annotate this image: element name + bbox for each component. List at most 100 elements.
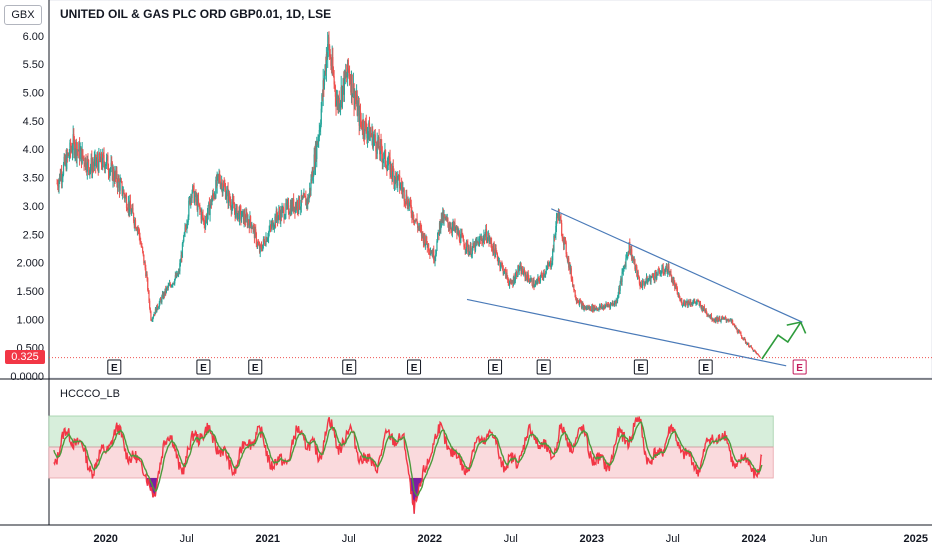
candle-body — [579, 300, 581, 302]
candle-body — [316, 141, 318, 160]
candle-body — [316, 141, 319, 145]
candle-body — [570, 268, 572, 279]
candle-body — [674, 283, 676, 289]
candle-body — [669, 272, 671, 276]
candle-body — [352, 94, 354, 97]
candle-body — [570, 268, 572, 272]
candle-body — [207, 205, 209, 215]
candle-body — [95, 154, 97, 166]
candle-body — [436, 241, 438, 251]
candle-body — [647, 279, 650, 281]
candle-body — [400, 184, 402, 188]
candle-body — [582, 303, 584, 305]
candle-body — [332, 56, 334, 73]
candle-body — [249, 216, 251, 229]
candle-body — [467, 249, 470, 252]
candle-body — [86, 168, 88, 172]
candle-body — [265, 237, 267, 246]
candle-body — [301, 195, 303, 200]
candle-body — [489, 238, 491, 241]
earnings-marker-label: E — [638, 363, 645, 374]
candle-body — [701, 305, 703, 310]
candle-body — [280, 209, 282, 222]
candle-body — [725, 319, 727, 321]
candle-body — [618, 288, 620, 295]
candle-body — [620, 278, 623, 282]
candle-body — [201, 212, 203, 215]
candle-body — [726, 320, 728, 322]
candle-body — [724, 317, 727, 320]
candle-body — [382, 159, 384, 162]
candle-body — [562, 238, 564, 240]
candle-body — [122, 193, 124, 195]
candle-body — [577, 301, 579, 303]
candle-body — [332, 72, 335, 77]
candle-body — [107, 169, 110, 173]
y-tick-label: 0.0000 — [10, 371, 44, 383]
candle-body — [238, 210, 240, 221]
candle-body — [334, 84, 336, 87]
candle-body — [538, 277, 540, 281]
candle-body — [152, 315, 155, 318]
candle-body — [71, 150, 74, 153]
candle-body — [741, 335, 743, 338]
candle-body — [433, 260, 435, 262]
candle-body — [251, 227, 253, 229]
candle-body — [296, 202, 298, 209]
candle-body — [485, 228, 488, 241]
candle-body — [383, 152, 385, 159]
candle-body — [283, 208, 285, 219]
candle-body — [514, 275, 516, 281]
candle-body — [435, 250, 437, 255]
candle-body — [68, 153, 70, 156]
currency-label[interactable]: GBX — [4, 5, 42, 25]
candle-body — [476, 240, 479, 243]
candle-body — [541, 273, 543, 275]
candle-body — [717, 317, 719, 322]
candle-body — [554, 234, 556, 237]
candle-body — [539, 280, 541, 282]
candle-body — [663, 273, 666, 275]
candle-body — [62, 164, 65, 175]
candle-body — [203, 218, 205, 220]
candle-body — [398, 175, 400, 177]
candle-body — [656, 274, 658, 279]
candle-body — [546, 264, 549, 268]
candle-body — [528, 278, 530, 282]
candle-body — [623, 267, 625, 269]
earnings-marker-label: E — [540, 363, 547, 374]
candle-body — [210, 199, 212, 206]
candle-body — [622, 271, 624, 273]
candle-body — [721, 317, 723, 319]
candle-body — [591, 305, 593, 311]
candle-body — [755, 351, 757, 353]
candle-body — [711, 319, 713, 321]
candle-body — [602, 305, 604, 307]
candle-body — [195, 197, 198, 201]
candle-body — [649, 275, 651, 283]
candle-body — [65, 157, 67, 170]
candle-body — [372, 129, 374, 148]
candle-body — [455, 227, 457, 229]
candle-body — [104, 162, 106, 169]
candle-body — [322, 80, 324, 97]
candle-body — [589, 306, 591, 309]
candle-body — [142, 251, 144, 255]
candle-body — [561, 235, 563, 239]
candle-body — [607, 304, 609, 306]
candle-body — [611, 303, 614, 305]
candle-body — [642, 281, 644, 288]
candle-body — [458, 232, 461, 241]
candle-body — [464, 247, 466, 250]
candle-body — [177, 271, 180, 274]
candle-body — [143, 254, 145, 264]
candle-body — [339, 101, 342, 105]
candle-body — [596, 308, 598, 310]
candle-body — [544, 274, 546, 276]
candle-body — [537, 277, 540, 279]
trendline-upper — [551, 208, 803, 323]
candle-body — [543, 272, 545, 279]
candle-body — [754, 350, 756, 352]
candle-body — [128, 202, 130, 212]
